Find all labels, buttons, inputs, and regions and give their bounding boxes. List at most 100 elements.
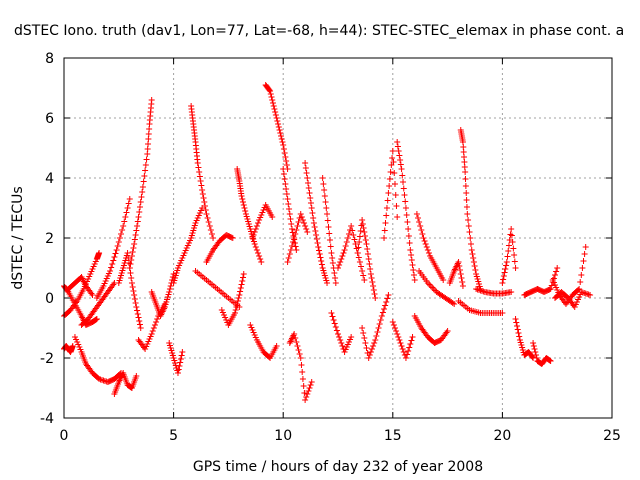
data-point — [196, 169, 203, 175]
data-point — [318, 258, 325, 264]
y-tick-label: -4 — [40, 411, 54, 427]
data-point — [135, 214, 142, 220]
data-point — [280, 166, 287, 172]
data-point — [281, 150, 288, 156]
data-point — [240, 274, 247, 281]
data-point — [349, 227, 356, 234]
data-point — [138, 194, 145, 200]
data-point — [324, 280, 331, 286]
data-point — [307, 382, 314, 388]
data-point — [530, 340, 537, 346]
data-point — [283, 191, 290, 197]
data-point — [394, 143, 401, 150]
data-point — [405, 226, 412, 232]
data-point — [271, 106, 278, 112]
data-point — [400, 185, 407, 192]
data-point — [359, 325, 366, 331]
data-point — [386, 183, 393, 189]
data-point — [128, 253, 135, 259]
data-point — [336, 334, 343, 340]
data-point — [503, 262, 510, 269]
data-point — [107, 268, 114, 274]
y-tick-labels: -4 -2 0 2 4 6 8 — [40, 51, 54, 427]
data-point — [210, 235, 217, 241]
data-point — [404, 351, 411, 358]
data-point — [89, 292, 96, 298]
data-point — [359, 217, 366, 223]
data-point — [468, 247, 475, 253]
data-point — [303, 226, 310, 232]
data-point — [256, 253, 263, 259]
data-point — [240, 199, 247, 205]
data-point — [580, 258, 587, 264]
data-point — [297, 355, 304, 361]
data-point — [409, 262, 416, 268]
data-point — [313, 232, 320, 238]
y-axis-label: dSTEC / TECUs — [10, 186, 26, 289]
data-point — [286, 206, 293, 212]
data-point — [305, 180, 312, 186]
data-point — [337, 259, 344, 265]
data-point — [397, 161, 404, 168]
data-point — [578, 272, 585, 278]
data-point — [237, 285, 244, 291]
data-point — [133, 304, 140, 310]
data-point — [533, 355, 540, 361]
data-point — [305, 388, 312, 394]
data-point — [120, 223, 127, 229]
data-point — [369, 279, 376, 285]
data-point — [404, 219, 411, 225]
data-point — [386, 176, 393, 182]
data-point — [395, 148, 402, 154]
data-point — [470, 255, 477, 261]
data-point — [130, 245, 137, 251]
data-point — [398, 343, 405, 349]
data-point — [403, 212, 410, 218]
data-point — [231, 310, 238, 316]
data-point — [391, 325, 398, 331]
data-point — [333, 327, 340, 334]
data-point — [587, 292, 594, 298]
data-point — [272, 109, 279, 115]
data-point — [419, 231, 426, 237]
data-point — [342, 243, 349, 249]
data-point — [413, 211, 420, 217]
data-point — [129, 249, 136, 255]
data-point — [362, 237, 369, 243]
data-point — [463, 190, 470, 196]
data-point — [505, 242, 512, 249]
data-point — [382, 302, 389, 309]
data-point — [391, 170, 398, 176]
data-point — [250, 232, 257, 238]
data-point — [356, 233, 363, 240]
data-point — [449, 300, 456, 306]
data-point — [350, 232, 357, 238]
data-point — [126, 196, 133, 202]
data-point — [142, 167, 149, 174]
data-point — [140, 178, 147, 185]
data-point — [455, 259, 462, 265]
x-tick-label: 5 — [169, 428, 178, 444]
data-point — [320, 181, 327, 187]
data-point — [358, 263, 365, 270]
data-point — [405, 348, 412, 354]
data-point — [253, 223, 260, 229]
data-point — [384, 197, 391, 204]
data-point — [306, 385, 313, 391]
data-point — [396, 337, 403, 343]
data-point — [179, 349, 186, 355]
data-point — [400, 179, 407, 185]
data-point — [472, 267, 479, 273]
data-point — [128, 257, 135, 263]
data-point — [133, 373, 140, 379]
data-point — [382, 220, 389, 226]
data-point — [292, 335, 299, 341]
data-point — [456, 263, 463, 269]
data-point — [283, 162, 290, 168]
data-point — [553, 268, 560, 275]
data-point — [117, 231, 124, 237]
data-point — [151, 322, 158, 328]
data-point — [408, 257, 415, 263]
data-point — [508, 226, 515, 232]
data-point — [134, 223, 141, 229]
